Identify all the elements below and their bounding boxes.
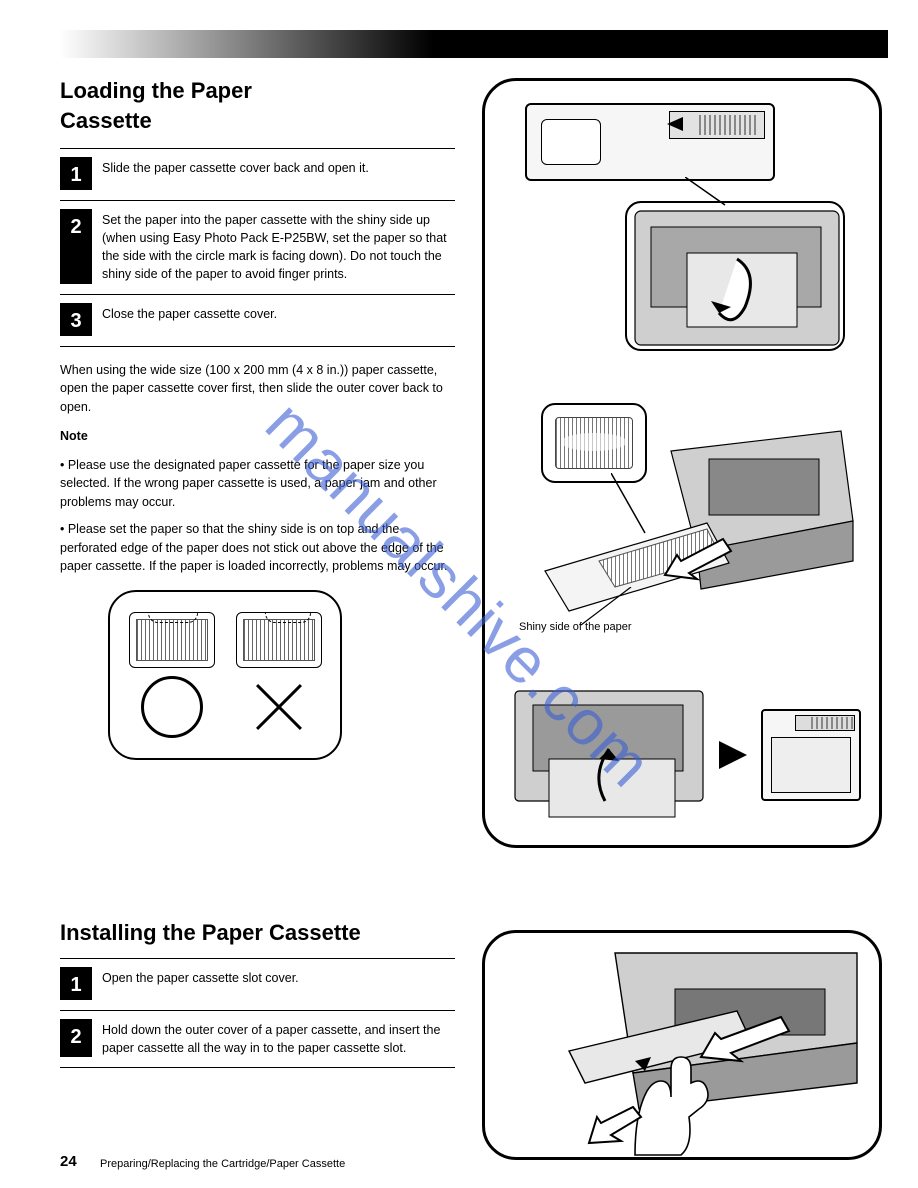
step-row: 1 Slide the paper cassette cover back an… <box>60 148 455 200</box>
step-row: 1 Open the paper cassette slot cover. <box>60 958 455 1010</box>
insertion-wrong <box>234 612 324 738</box>
slide-arrow-icon <box>667 117 683 131</box>
step-number: 3 <box>60 303 92 336</box>
device-closed-top-view <box>761 709 861 801</box>
note-bullet: • Please use the designated paper casset… <box>60 456 455 512</box>
insert-cassette-drawing <box>485 933 885 1163</box>
arrow-right-icon <box>719 741 747 769</box>
connector-line <box>685 177 745 207</box>
insertion-correct <box>127 612 217 738</box>
body-paragraph: When using the wide size (100 x 200 mm (… <box>60 361 455 417</box>
body-text-block: When using the wide size (100 x 200 mm (… <box>60 361 455 577</box>
note-label: Note <box>60 429 88 443</box>
device-load-paper: Shiny side of the paper <box>511 411 859 621</box>
insertion-correct-wrong-figure <box>108 590 342 760</box>
left-column: Loading the Paper Cassette 1 Slide the p… <box>60 78 455 760</box>
step-number: 1 <box>60 967 92 1000</box>
step-number: 2 <box>60 1019 92 1057</box>
figure-box-installing <box>482 930 882 1160</box>
step-number: 1 <box>60 157 92 190</box>
header-gradient-bar <box>60 30 888 58</box>
step-row: 2 Hold down the outer cover of a paper c… <box>60 1010 455 1068</box>
device-close-sequence <box>509 681 861 831</box>
section-title-line2: Cassette <box>60 108 455 134</box>
step-text: Open the paper cassette slot cover. <box>102 967 455 1000</box>
section2-title: Installing the Paper Cassette <box>60 920 455 946</box>
ng-mark-icon <box>248 676 310 738</box>
step-text: Hold down the outer cover of a paper cas… <box>102 1019 455 1057</box>
figure-box-loading: Shiny side of the paper <box>482 78 882 848</box>
connector-line <box>611 473 661 543</box>
connector-line <box>581 587 641 627</box>
callout-open-cover <box>625 201 845 351</box>
step-text: Close the paper cassette cover. <box>102 303 455 336</box>
ok-mark-icon <box>141 676 203 738</box>
note-bullet: • Please set the paper so that the shiny… <box>60 520 455 576</box>
section-title-line1: Loading the Paper <box>60 78 455 104</box>
step-row: 2 Set the paper into the paper cassette … <box>60 200 455 294</box>
step-text: Slide the paper cassette cover back and … <box>102 157 455 190</box>
note-bullet-text: • Please set the paper so that the shiny… <box>60 520 455 576</box>
left-column-lower: Installing the Paper Cassette 1 Open the… <box>60 920 455 1068</box>
step-text: Set the paper into the paper cassette wi… <box>102 209 455 284</box>
step-number: 2 <box>60 209 92 284</box>
step-row: 3 Close the paper cassette cover. <box>60 294 455 347</box>
note-bullet-text: • Please use the designated paper casset… <box>60 456 455 512</box>
footer-chapter: Preparing/Replacing the Cartridge/Paper … <box>100 1158 345 1170</box>
page-number: 24 <box>60 1153 77 1170</box>
callout-shiny-side <box>541 403 647 483</box>
device-top-view <box>525 103 775 181</box>
device-open-drawing <box>627 203 847 353</box>
